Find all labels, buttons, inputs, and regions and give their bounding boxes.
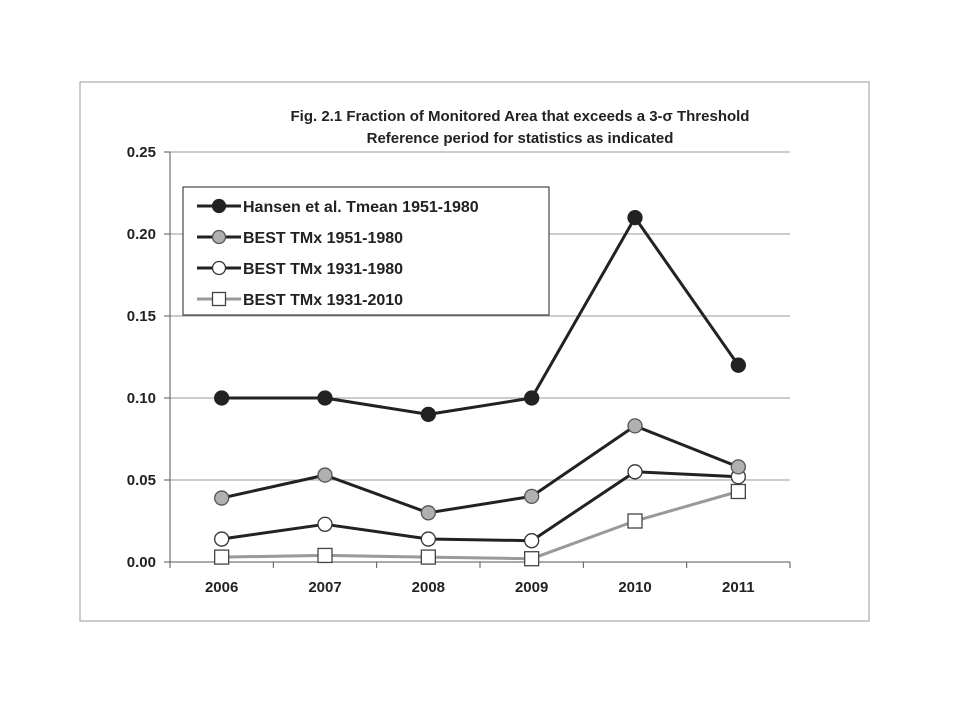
data-point — [524, 390, 540, 406]
data-point — [420, 505, 436, 521]
legend-marker — [211, 229, 227, 245]
series-line — [221, 424, 739, 515]
y-tick-label: 0.05 — [127, 472, 156, 489]
legend-box — [182, 186, 550, 316]
x-tick-label: 2009 — [515, 579, 548, 596]
x-tick-label: 2011 — [722, 579, 755, 596]
data-point — [214, 531, 230, 547]
data-point — [317, 390, 333, 406]
series-line — [221, 470, 739, 543]
legend-label: BEST TMx 1931-1980 — [243, 261, 403, 278]
data-point — [627, 513, 643, 529]
x-tick-label: 2008 — [412, 579, 445, 596]
legend-marker — [211, 260, 227, 276]
y-tick-label: 0.10 — [127, 390, 156, 407]
y-tick-label: 0.15 — [127, 308, 156, 325]
legend-label: BEST TMx 1931-2010 — [243, 292, 403, 309]
series — [214, 209, 746, 567]
data-point — [524, 551, 540, 567]
legend-marker — [211, 291, 227, 307]
data-point — [627, 418, 643, 434]
x-tick-label: 2007 — [308, 579, 341, 596]
data-point — [627, 209, 643, 226]
data-point — [420, 531, 436, 547]
series-line — [221, 490, 739, 561]
data-point — [214, 490, 230, 506]
series-line — [221, 216, 740, 416]
data-point — [317, 547, 333, 564]
data-point — [627, 464, 643, 480]
data-point — [730, 483, 746, 500]
data-point — [214, 390, 230, 406]
legend: Hansen et al. Tmean 1951-1980 BEST TMx 19… — [182, 186, 550, 316]
data-point — [524, 533, 540, 549]
y-tick-label: 0.20 — [127, 226, 156, 243]
data-point — [524, 488, 540, 505]
y-tick-label: 0.00 — [127, 554, 156, 571]
axes: 0.00 0.05 0.10 0.15 0.20 0.25 2006 2007 2008 2009… — [127, 144, 791, 596]
data-point — [730, 357, 746, 373]
x-tick-label: 2006 — [205, 579, 238, 596]
data-point — [730, 459, 746, 475]
data-point — [214, 549, 230, 565]
legend-marker — [211, 198, 227, 214]
legend-label: BEST TMx 1951-1980 — [243, 230, 403, 247]
data-point — [317, 516, 333, 532]
legend-label: Hansen et al. Tmean 1951-1980 — [243, 199, 479, 216]
data-point — [420, 549, 436, 565]
y-tick-label: 0.25 — [127, 144, 156, 161]
chart-frame — [79, 81, 870, 622]
data-point — [317, 467, 333, 483]
chart-title: Fig. 2.1 Fraction of Monitored Area that… — [291, 108, 750, 125]
data-point — [420, 406, 436, 423]
x-tick-label: 2010 — [618, 579, 651, 596]
chart-subtitle: Reference period for statistics as indic… — [367, 130, 674, 147]
